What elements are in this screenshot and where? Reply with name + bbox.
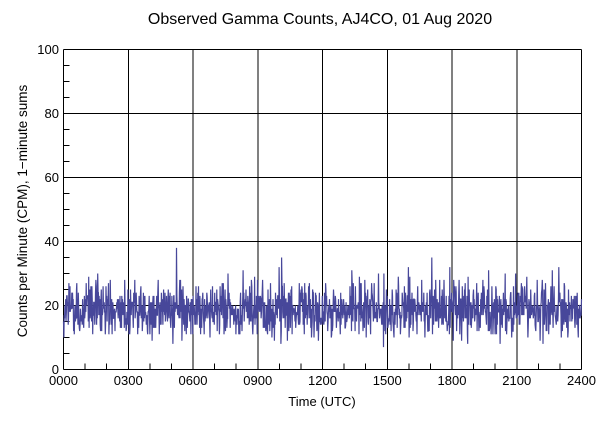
svg-text:Observed Gamma Counts, AJ4CO,: Observed Gamma Counts, AJ4CO, 01 Aug 202… [148,11,492,28]
svg-text:1500: 1500 [373,373,402,388]
svg-text:1200: 1200 [308,373,337,388]
svg-text:2400: 2400 [567,373,596,388]
svg-text:100: 100 [37,42,59,57]
svg-text:80: 80 [45,106,59,121]
svg-text:0000: 0000 [49,373,78,388]
svg-text:40: 40 [45,234,59,249]
svg-text:20: 20 [45,298,59,313]
svg-text:Time (UTC): Time (UTC) [288,394,355,409]
svg-text:1800: 1800 [438,373,467,388]
svg-text:0: 0 [52,362,59,377]
svg-text:0900: 0900 [243,373,272,388]
svg-text:2100: 2100 [502,373,531,388]
svg-text:Counts per Minute (CPM), 1−min: Counts per Minute (CPM), 1−minute sums [15,85,30,338]
svg-text:0300: 0300 [114,373,143,388]
svg-text:60: 60 [45,170,59,185]
svg-text:0600: 0600 [179,373,208,388]
